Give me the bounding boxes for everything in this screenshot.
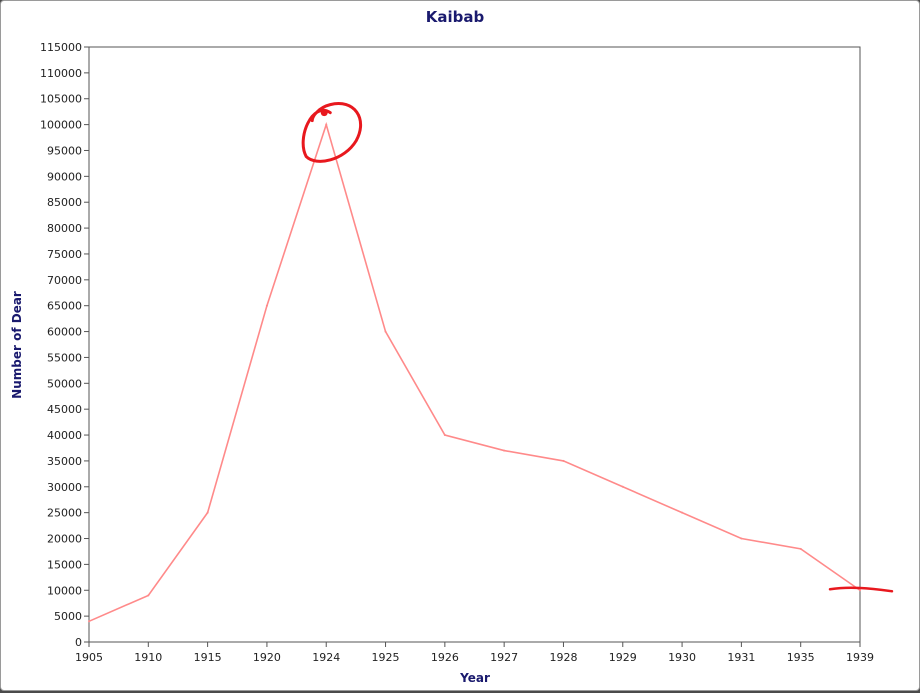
data-point	[621, 485, 624, 488]
y-tick-label: 40000	[47, 429, 82, 442]
x-tick-label: 1929	[609, 651, 637, 664]
y-tick-label: 80000	[47, 222, 82, 235]
data-point	[740, 537, 743, 540]
x-tick-label: 1915	[194, 651, 222, 664]
y-tick-label: 25000	[47, 507, 82, 520]
data-point	[681, 511, 684, 514]
data-point	[562, 459, 565, 462]
data-point	[799, 547, 802, 550]
data-point	[206, 511, 209, 514]
y-tick-label: 90000	[47, 170, 82, 183]
y-tick-label: 50000	[47, 377, 82, 390]
x-tick-label: 1935	[787, 651, 815, 664]
x-tick-label: 1905	[75, 651, 103, 664]
annotation-circle	[301, 102, 363, 163]
annotation-dash	[828, 586, 894, 593]
series-line	[88, 121, 861, 623]
y-tick-label: 35000	[47, 455, 82, 468]
y-tick-label: 55000	[47, 351, 82, 364]
x-tick-label: 1928	[549, 651, 577, 664]
data-points	[88, 123, 861, 623]
data-point	[265, 304, 268, 307]
y-tick-label: 85000	[47, 196, 82, 209]
y-tick-label: 75000	[47, 248, 82, 261]
annotations	[301, 102, 894, 593]
y-tick-label: 105000	[40, 93, 82, 106]
x-tick-label: 1925	[372, 651, 400, 664]
y-tick-label: 60000	[47, 326, 82, 339]
data-point	[443, 434, 446, 437]
x-tick-label: 1927	[490, 651, 518, 664]
data-point	[88, 620, 90, 623]
x-tick-label: 1920	[253, 651, 281, 664]
x-axis-ticks: 1905 1910 1915 1920 1924 1925 1926 1927 1928 1929…	[75, 642, 874, 664]
x-tick-label: 1930	[668, 651, 696, 664]
x-tick-label: 1931	[727, 651, 755, 664]
annotation-dot	[320, 109, 328, 117]
y-tick-label: 65000	[47, 300, 82, 313]
x-tick-label: 1926	[431, 651, 459, 664]
data-point	[325, 123, 328, 126]
y-tick-label: 115000	[40, 41, 82, 54]
y-tick-label: 100000	[40, 119, 82, 132]
y-tick-label: 45000	[47, 403, 82, 416]
y-tick-label: 95000	[47, 144, 82, 157]
y-tick-label: 110000	[40, 67, 82, 80]
data-point	[384, 330, 387, 333]
y-tick-label: 5000	[54, 610, 82, 623]
data-point	[503, 449, 506, 452]
data-point	[147, 594, 150, 597]
y-tick-label: 20000	[47, 533, 82, 546]
y-axis-label: Number of Dear	[10, 291, 24, 399]
x-tick-label: 1910	[134, 651, 162, 664]
data-point	[859, 589, 861, 592]
chart-title: Kaibab	[426, 8, 485, 26]
y-tick-label: 30000	[47, 481, 82, 494]
y-axis-ticks: 0 5000 10000 15000 20000 25000 30000 35000 40000…	[40, 41, 89, 649]
y-tick-label: 10000	[47, 584, 82, 597]
x-tick-label: 1939	[846, 651, 874, 664]
y-tick-label: 70000	[47, 274, 82, 287]
x-tick-label: 1924	[312, 651, 340, 664]
x-axis-label: Year	[459, 671, 490, 685]
plot-area	[88, 46, 861, 643]
y-tick-label: 15000	[47, 558, 82, 571]
y-tick-label: 0	[75, 636, 82, 649]
